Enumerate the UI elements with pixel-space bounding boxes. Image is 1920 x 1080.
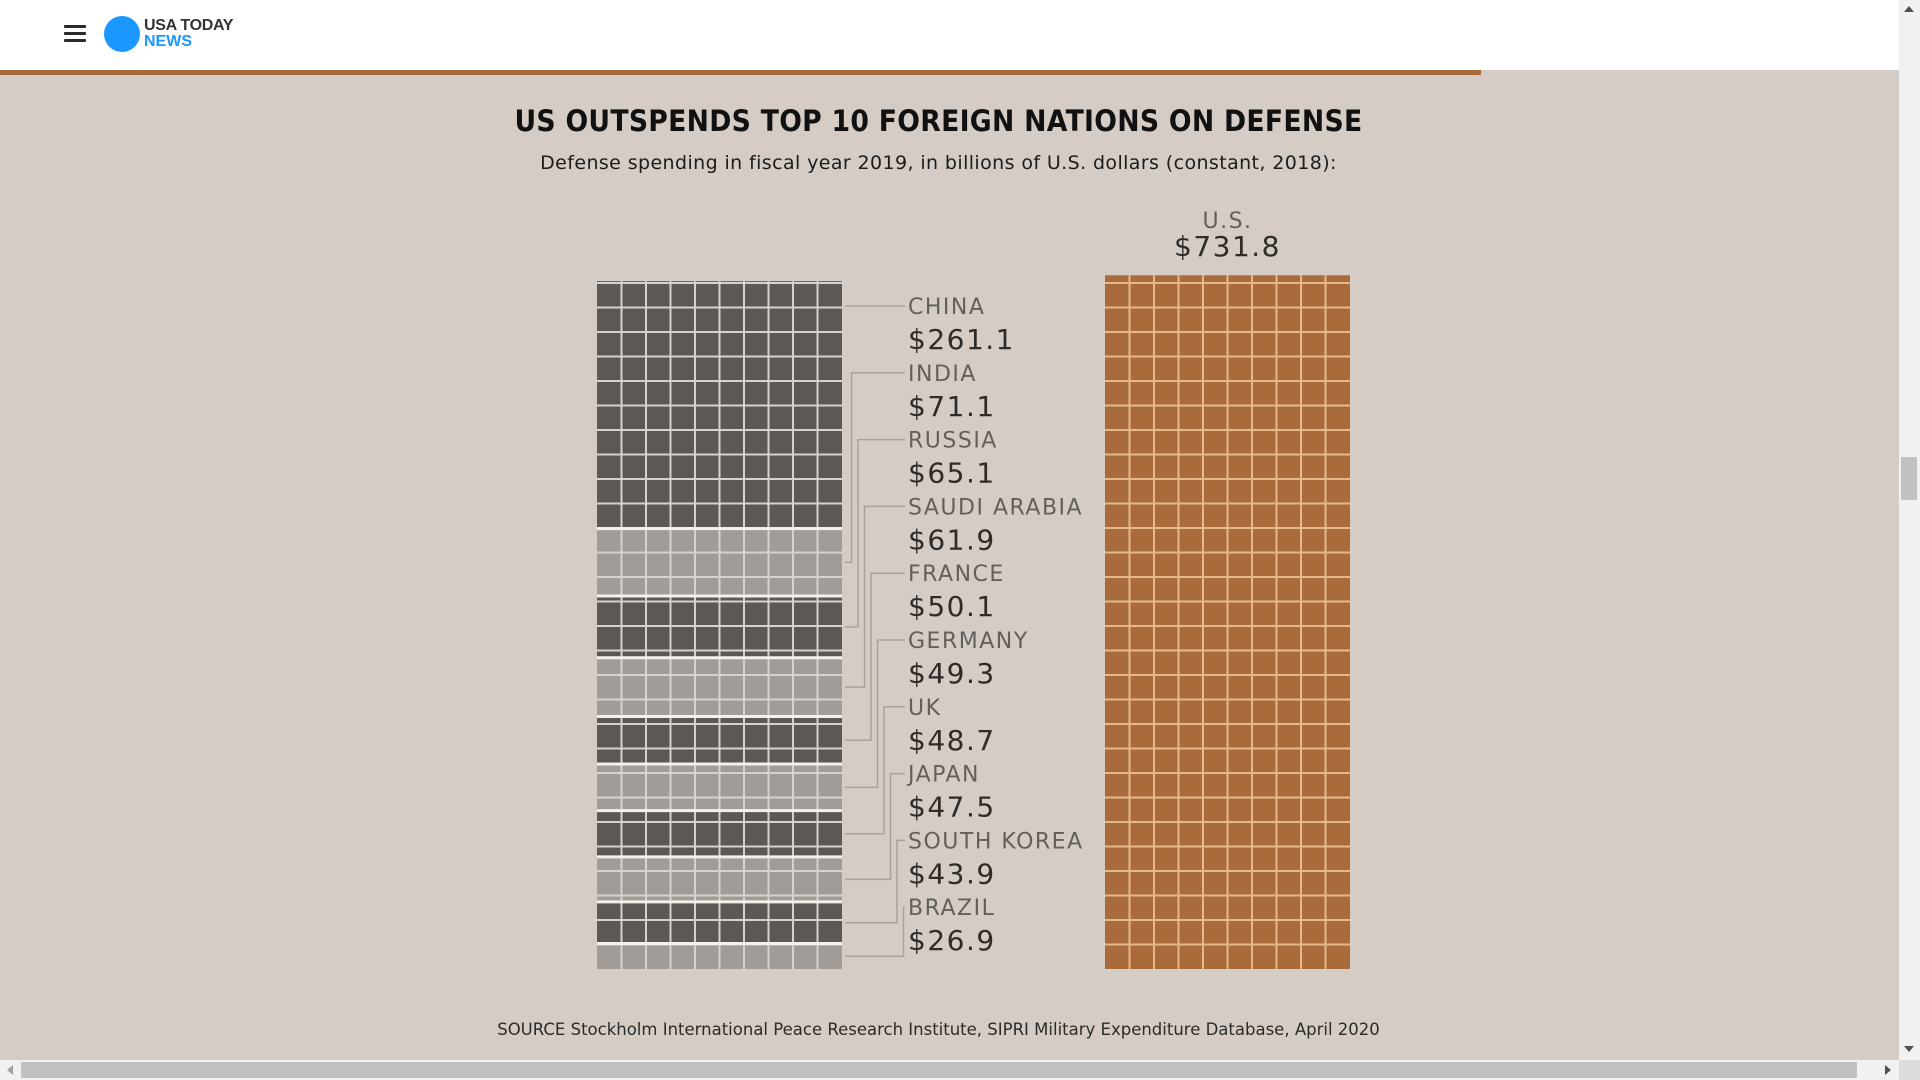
country-name: JAPAN [906,763,980,788]
site-header: USA TODAY NEWS [0,0,1899,70]
country-value: $26.9 [908,924,996,957]
country-value: $71.1 [908,390,996,423]
reading-progress-bar [0,70,1899,75]
us-label-name: U.S. [1202,209,1252,234]
connector-line [845,772,905,881]
country-name: CHINA [908,295,985,320]
us-label-value: $731.8 [1174,230,1281,263]
hamburger-menu-icon[interactable] [64,24,86,44]
block-brazil [597,941,842,969]
country-value: $50.1 [908,590,996,623]
country-value: $61.9 [908,523,996,556]
country-value: $261.1 [908,323,1015,356]
scrollbar-corner [1899,1060,1920,1080]
chart-subtitle: Defense spending in fiscal year 2019, in… [540,152,1337,174]
reading-progress-fill [0,70,1482,75]
scroll-down-arrow-icon[interactable] [1904,1046,1914,1052]
scroll-left-arrow-icon[interactable] [7,1065,13,1075]
country-value: $43.9 [908,857,996,890]
scroll-right-arrow-icon[interactable] [1885,1065,1891,1075]
country-name: RUSSIA [908,429,998,454]
vertical-scrollbar-thumb[interactable] [1901,457,1917,500]
country-value: $48.7 [908,724,996,757]
block-south-korea [597,900,842,946]
waffle-chart: CHINA $261.1 INDIA $71.1 RUSSIA $65.1 SAUDI AR… [597,209,1350,969]
horizontal-scrollbar[interactable] [0,1060,1899,1080]
logo-text-usa-today[interactable]: USA TODAY [144,17,234,34]
country-labels: CHINA $261.1 INDIA $71.1 RUSSIA $65.1 SAUDI AR… [906,295,1084,957]
vertical-scrollbar[interactable] [1899,0,1920,1060]
connector-line [845,372,905,564]
country-name: SAUDI ARABIA [908,495,1083,520]
connector-line [845,639,905,789]
logo-text-news[interactable]: NEWS [144,33,192,50]
country-value: $47.5 [908,791,996,824]
connector-line [845,839,905,924]
connector-line [845,438,905,628]
scroll-up-arrow-icon[interactable] [1904,6,1914,12]
connector-line [845,572,905,741]
connector-line [845,505,905,688]
source-note: SOURCE Stockholm International Peace Res… [497,1020,1380,1039]
connector-line [845,906,905,957]
connector-line [845,706,905,835]
country-name: INDIA [908,362,977,387]
us-grid [1105,275,1350,969]
foreign-grid [597,281,842,969]
blue-circle-logo-icon[interactable] [104,16,140,52]
country-name: UK [908,696,942,721]
country-name: GERMANY [908,629,1029,654]
connector-lines [845,305,905,957]
horizontal-scrollbar-thumb[interactable] [21,1062,1857,1078]
country-value: $49.3 [908,657,996,690]
country-name: SOUTH KOREA [908,829,1084,854]
country-name: BRAZIL [908,896,995,921]
chart-title: US OUTSPENDS TOP 10 FOREIGN NATIONS ON D… [514,104,1363,138]
country-value: $65.1 [908,457,996,490]
country-name: FRANCE [908,562,1005,587]
